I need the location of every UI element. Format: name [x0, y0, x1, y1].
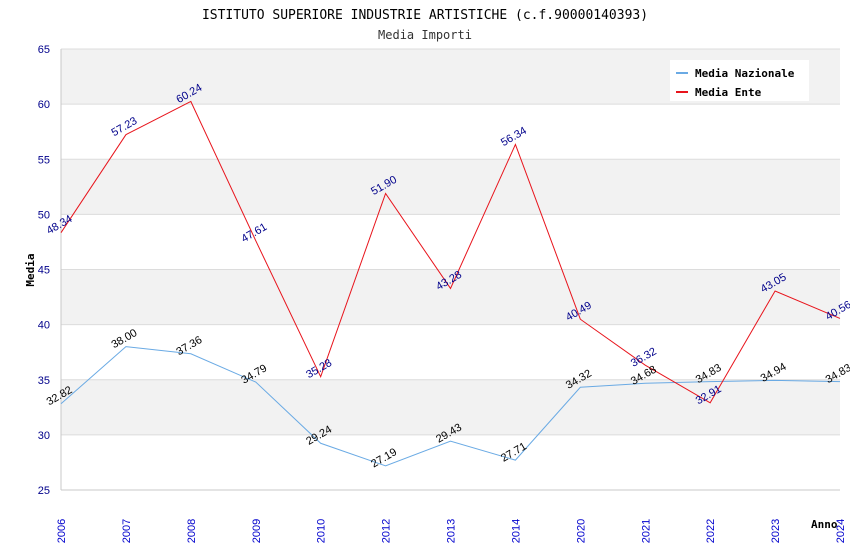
- plot-band: [61, 104, 840, 160]
- axes: [60, 49, 840, 491]
- y-tick-label: 30: [38, 430, 50, 442]
- y-tick-label: 25: [38, 485, 50, 497]
- x-tick-label: 2013: [446, 519, 458, 543]
- y-tick-label: 50: [38, 209, 50, 221]
- x-tick-label: 2022: [705, 519, 717, 543]
- plot-band: [61, 269, 840, 325]
- x-tick-label: 2020: [575, 519, 587, 543]
- x-tick-label: 2021: [640, 519, 652, 543]
- x-tick-label: 2014: [510, 519, 522, 543]
- legend-box: [670, 60, 809, 101]
- y-tick-label: 35: [38, 375, 50, 387]
- y-tick-label: 55: [38, 154, 50, 166]
- y-axis-title: Media: [24, 253, 37, 286]
- x-tick-label: 2024: [835, 519, 847, 543]
- x-tick-label: 2012: [381, 519, 393, 543]
- x-tick-label: 2008: [186, 519, 198, 543]
- legend-label: Media Ente: [695, 86, 762, 99]
- plot-band: [61, 434, 840, 490]
- plot-band: [61, 159, 840, 215]
- y-tick-label: 60: [38, 99, 50, 111]
- legend-label: Media Nazionale: [695, 67, 795, 80]
- x-axis-title: Anno: [811, 518, 838, 531]
- series-line-media-nazionale: [60, 346, 841, 467]
- legend: Media Nazionale Media Ente: [670, 60, 809, 101]
- x-axis-ticks: 2006 2007 2008 2009 2010 2012 2013 2014 2020 2021…: [56, 519, 847, 543]
- chart-subtitle: Media Importi: [378, 28, 472, 42]
- plot-band: [61, 214, 840, 270]
- series-group: [60, 100, 841, 467]
- x-tick-label: 2009: [251, 519, 263, 543]
- x-tick-label: 2023: [770, 519, 782, 543]
- plot-band: [61, 324, 840, 380]
- x-tick-label: 2007: [121, 519, 133, 543]
- plot-background: [61, 49, 840, 490]
- plot-band: [61, 379, 840, 435]
- x-tick-label: 2010: [316, 519, 328, 543]
- x-tick-label: 2006: [56, 519, 68, 543]
- y-tick-label: 45: [38, 265, 50, 277]
- y-tick-label: 65: [38, 44, 50, 56]
- y-tick-label: 40: [38, 320, 50, 332]
- chart-title: ISTITUTO SUPERIORE INDUSTRIE ARTISTICHE …: [202, 8, 648, 23]
- y-axis-ticks: 25 30 35 40 45 50 55 60 65: [38, 44, 50, 497]
- series-line-media-ente: [60, 100, 841, 404]
